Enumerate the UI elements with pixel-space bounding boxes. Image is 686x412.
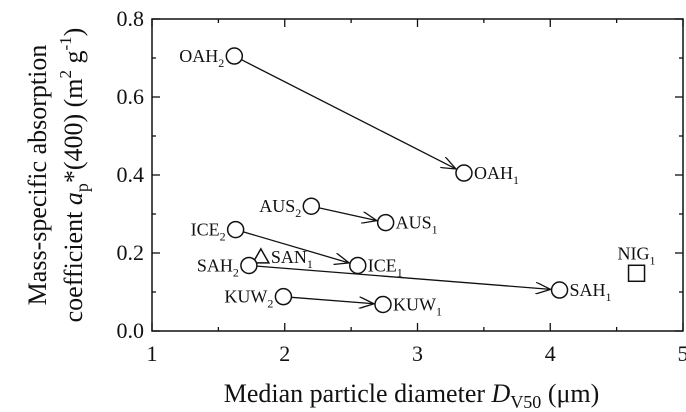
y-tick-label: 0.4	[117, 162, 145, 187]
x-tick-label: 4	[545, 341, 556, 366]
point-nig1	[627, 264, 646, 283]
point-label-kuw1: KUW1	[393, 294, 442, 318]
point-label-ice1: ICE1	[368, 255, 403, 279]
y-tick-label: 0.0	[117, 318, 145, 343]
point-label-kuw2: KUW2	[224, 287, 273, 311]
point-sah1	[550, 281, 569, 299]
x-tick-label: 1	[147, 341, 158, 366]
point-label-sah1: SAH1	[570, 280, 612, 304]
y-axis-label-line1: Mass-specific absorption	[23, 45, 52, 306]
point-aus1	[376, 213, 395, 232]
y-tick-label: 0.2	[117, 240, 145, 265]
y-tick-label: 0.8	[117, 6, 145, 31]
point-oah2	[225, 47, 244, 65]
point-oah1	[455, 164, 473, 182]
x-tick-label: 3	[412, 341, 423, 366]
x-tick-label: 5	[678, 341, 686, 366]
arrows-layer	[241, 59, 551, 304]
point-label-aus2: AUS2	[259, 196, 301, 220]
point-label-ice2: ICE2	[191, 220, 226, 244]
point-san1	[251, 247, 271, 264]
x-axis-label: Median particle diameter DV50 (μm)	[224, 379, 600, 412]
axes-layer: 1 2 3 4 5 0.0 0.2 0.4 0.6 0.8 Median particle diam…	[23, 6, 686, 412]
point-label-oah1: OAH1	[474, 163, 519, 187]
point-label-san1: SAN1	[271, 247, 313, 271]
arrow-oah2-to-oah1	[241, 59, 456, 169]
point-label-sah2: SAH2	[197, 255, 239, 279]
plot-frame-layer	[151, 18, 684, 332]
point-label-aus1: AUS1	[396, 213, 438, 237]
point-kuw2	[274, 287, 293, 306]
point-ice2	[226, 220, 245, 239]
arrow-sah2-to-sah1	[256, 265, 551, 289]
point-kuw1	[374, 295, 392, 314]
point-label-nig1: NIG1	[618, 243, 656, 267]
x-tick-label: 2	[279, 341, 290, 366]
arrow-aus2-to-aus1	[318, 207, 377, 221]
arrow-ice2-to-ice1	[243, 231, 349, 263]
point-aus2	[302, 197, 321, 215]
point-ice1	[349, 256, 367, 275]
y-axis-label-line2: coefficient ap*(400) (m2 g-1)	[56, 28, 92, 323]
points-layer	[225, 47, 646, 314]
point-label-oah2: OAH2	[179, 46, 224, 70]
y-tick-label: 0.6	[117, 84, 145, 109]
point-sah2	[240, 256, 258, 275]
arrow-kuw2-to-kuw1	[291, 297, 374, 303]
point-labels-layer: OAH2 OAH1 AUS2 AUS1 ICE2 ICE1 SAN1 SAH2 SAH1 KUW2…	[179, 46, 655, 318]
